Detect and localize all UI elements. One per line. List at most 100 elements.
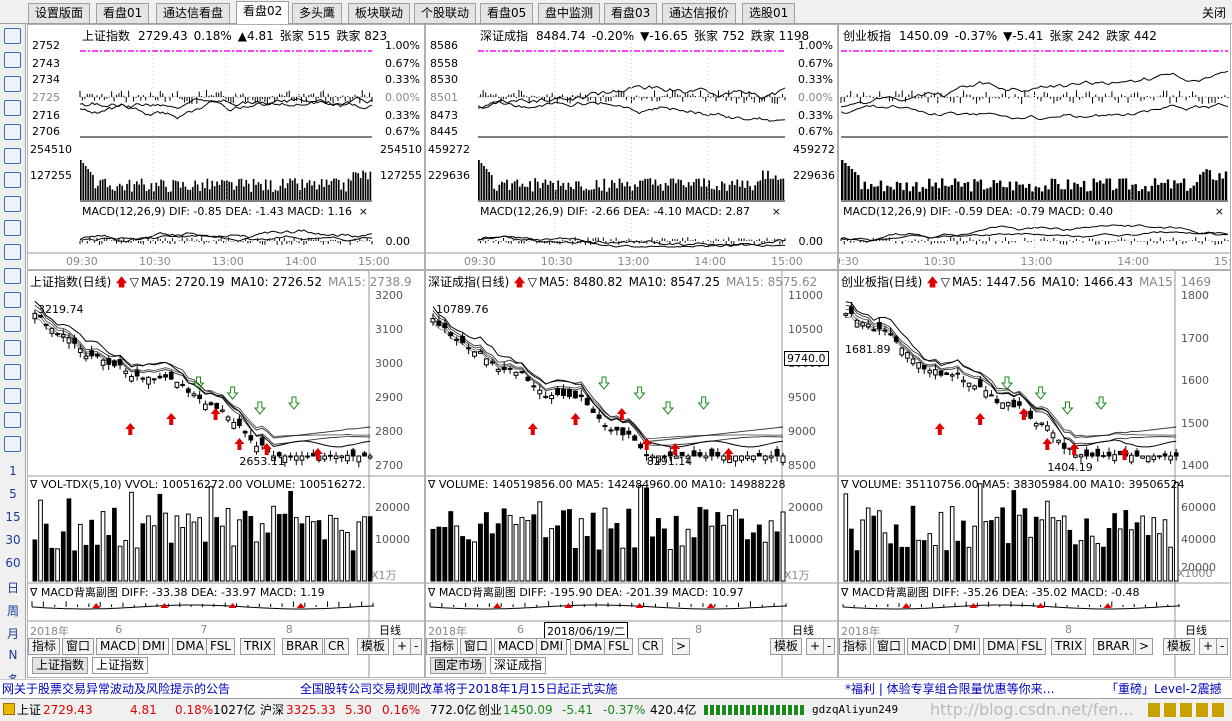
indicator-tab-DMI[interactable]: DMI: [536, 638, 568, 655]
period-5[interactable]: 5: [9, 487, 17, 501]
indicator-tab-窗口[interactable]: 窗口: [460, 638, 493, 655]
panel-control-+[interactable]: +: [806, 638, 825, 655]
indicator-tab-TRIX[interactable]: TRIX: [240, 638, 276, 655]
indicator-tab-TRIX[interactable]: TRIX: [1051, 638, 1087, 655]
tab-1[interactable]: 设置版面: [28, 3, 91, 23]
tab-6[interactable]: 板块联动: [348, 3, 411, 23]
avg-price-line: [840, 102, 1229, 121]
volume-bar: [651, 184, 654, 200]
panel-control--[interactable]: -: [410, 638, 423, 655]
tab-2[interactable]: 看盘01: [96, 3, 150, 23]
x-tool-icon[interactable]: [4, 364, 21, 380]
indicator-tab-MACD[interactable]: MACD: [494, 638, 538, 655]
tab-5[interactable]: 多头鹰: [292, 3, 343, 23]
sub-tab-1[interactable]: 上证指数: [32, 657, 89, 674]
indicator-tab-DMA[interactable]: DMA: [172, 638, 208, 655]
tab-7[interactable]: 个股联动: [414, 3, 477, 23]
refresh-icon[interactable]: [4, 436, 21, 452]
daily-panel-sz[interactable]: 深证成指(日线) 🡅 ▽ MA5: 8480.82 MA10: 8547.25 MA15:…: [425, 270, 838, 678]
indicator-tab-指标[interactable]: 指标: [839, 638, 872, 655]
kline-icon[interactable]: [4, 148, 21, 164]
indicator-tab-DMI[interactable]: DMI: [138, 638, 170, 655]
indicator-tab-CR[interactable]: CR: [324, 638, 349, 655]
indicator-tab-FSL[interactable]: FSL: [604, 638, 633, 655]
down-arrow-icon[interactable]: [4, 52, 21, 68]
daily-panel-cy[interactable]: 创业板指(日线) 🡅 ▽ MA5: 1447.56 MA10: 1466.43 MA15:…: [838, 270, 1231, 678]
tab-11[interactable]: 通达信报价: [662, 3, 737, 23]
daily-panel-sh[interactable]: 上证指数(日线) 🡅 ▽ MA5: 2720.19 MA10: 2726.52 MA15:…: [27, 270, 425, 678]
status-sh-label[interactable]: 上证: [17, 703, 42, 717]
intraday-panel-sh[interactable]: 上证指数 2729.43 0.18% ▲4.81 张家 515 跌家 823 2752 274…: [27, 24, 425, 270]
news-icon[interactable]: [4, 196, 21, 212]
panel-control-模板[interactable]: 模板: [1163, 638, 1196, 655]
ticker-item-3[interactable]: *福利 | 体验专享组合限量优惠等你来…: [845, 682, 1055, 696]
status-hs-label[interactable]: 沪深: [260, 703, 285, 717]
tab-8[interactable]: 看盘05: [480, 3, 534, 23]
indicator-tab-DMA[interactable]: DMA: [983, 638, 1019, 655]
table-icon[interactable]: [4, 244, 21, 260]
indicator-tab-窗口[interactable]: 窗口: [62, 638, 95, 655]
macd-close-icon[interactable]: ×: [1214, 205, 1224, 218]
panel-control-模板[interactable]: 模板: [770, 638, 803, 655]
panel-control-+[interactable]: +: [1199, 638, 1218, 655]
period-N[interactable]: N: [8, 648, 18, 662]
indicator-tab-BRAR[interactable]: BRAR: [1093, 638, 1134, 655]
export-icon[interactable]: [4, 388, 21, 404]
tab-12[interactable]: 选股01: [742, 3, 796, 23]
status-cy-label[interactable]: 创业: [478, 703, 503, 717]
period-日[interactable]: 日: [6, 581, 19, 595]
tab-9[interactable]: 盘中监测: [538, 3, 601, 23]
ticker-item-1[interactable]: 网关于股票交易异常波动及风险提示的公告: [2, 682, 231, 696]
sub-tab-2[interactable]: 深证成指: [490, 657, 547, 674]
panel-control-+[interactable]: +: [393, 638, 412, 655]
period-周[interactable]: 周: [6, 604, 19, 618]
grid-icon[interactable]: [4, 100, 21, 116]
period-60[interactable]: 60: [5, 556, 21, 570]
news-ticker[interactable]: 网关于股票交易异常波动及风险提示的公告 全国股转公司交易规则改革将于2018年1…: [0, 679, 1232, 715]
indicator-tab-CR[interactable]: CR: [638, 638, 663, 655]
indicator-tab-FSL[interactable]: FSL: [206, 638, 235, 655]
indicator-tab->[interactable]: >: [1135, 638, 1154, 655]
period-月[interactable]: 月: [6, 627, 19, 641]
period-15[interactable]: 15: [5, 510, 21, 524]
period-30[interactable]: 30: [5, 533, 21, 547]
indicator-tab-指标[interactable]: 指标: [426, 638, 459, 655]
panel-control-模板[interactable]: 模板: [357, 638, 390, 655]
ticker-item-2[interactable]: 全国股转公司交易规则改革将于2018年1月15日起正式实施: [300, 682, 618, 696]
tab-10[interactable]: 看盘03: [604, 3, 658, 23]
finance-icon[interactable]: [4, 268, 21, 284]
sub-tab-1[interactable]: 固定市场: [430, 657, 487, 674]
macd-close-icon[interactable]: ×: [771, 205, 781, 218]
quote-list-icon[interactable]: [4, 76, 21, 92]
period-1[interactable]: 1: [9, 464, 17, 478]
pencil-icon[interactable]: [4, 412, 21, 428]
indicator-tab-MACD[interactable]: MACD: [96, 638, 140, 655]
macd-close-icon[interactable]: ×: [358, 205, 368, 218]
tab-3[interactable]: 通达信看盘: [156, 3, 231, 23]
document-icon[interactable]: [4, 172, 21, 188]
circle-icon[interactable]: [4, 316, 21, 332]
panel-control--[interactable]: -: [1216, 638, 1229, 655]
indicator-tab-指标[interactable]: 指标: [28, 638, 61, 655]
indicator-tab-MACD[interactable]: MACD: [907, 638, 951, 655]
list-icon[interactable]: [4, 340, 21, 356]
indicator-tab-DMA[interactable]: DMA: [570, 638, 606, 655]
tab-4[interactable]: 看盘02: [236, 1, 290, 24]
sub-tab-2[interactable]: 上证指数: [92, 657, 149, 674]
line-chart-icon[interactable]: [4, 124, 21, 140]
intraday-panel-cy[interactable]: 创业板指 1450.09 -0.37% ▼-5.41 张家 242 跌家 442 MACD(…: [838, 24, 1231, 270]
indicator-tab-BRAR[interactable]: BRAR: [282, 638, 323, 655]
volume-bar: [728, 184, 731, 200]
indicator-tab->[interactable]: >: [672, 638, 691, 655]
indicator-tab-DMI[interactable]: DMI: [949, 638, 981, 655]
indicator-tab-FSL[interactable]: FSL: [1017, 638, 1046, 655]
close-button[interactable]: 关闭: [1201, 6, 1226, 20]
candle-body: [620, 427, 626, 436]
intraday-panel-sz[interactable]: 深证成指 8484.74 -0.20% ▼-16.65 张家 752 跌家 1198 858…: [425, 24, 838, 270]
panel-control--[interactable]: -: [823, 638, 836, 655]
fund-icon[interactable]: [4, 220, 21, 236]
fx-icon[interactable]: [4, 292, 21, 308]
volume-bar: [281, 178, 284, 200]
indicator-tab-窗口[interactable]: 窗口: [873, 638, 906, 655]
up-arrow-icon[interactable]: [4, 28, 21, 44]
